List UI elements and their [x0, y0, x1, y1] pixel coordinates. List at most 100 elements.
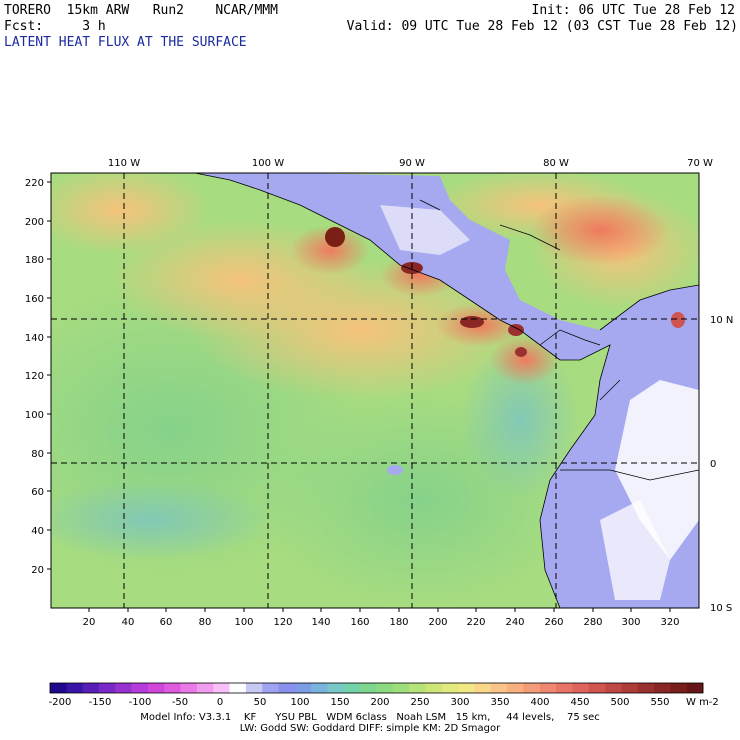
colorbar-label: 100 — [290, 697, 309, 708]
y-tick-label: 80 — [31, 449, 44, 460]
field-title: LATENT HEAT FLUX AT THE SURFACE — [4, 35, 247, 50]
colorbar-swatch — [458, 683, 475, 693]
colorbar-swatch — [409, 683, 426, 693]
y-tick-label: 140 — [25, 333, 44, 344]
model-info-line: Model Info: V3.3.1 KF YSU PBL WDM 6class… — [140, 712, 600, 723]
model-run-label: TORERO 15km ARW Run2 NCAR/MMM — [4, 3, 278, 18]
colorbar-swatch — [490, 683, 508, 693]
colorbar-units: W m-2 — [686, 697, 719, 708]
x-tick-label: 320 — [660, 617, 679, 628]
colorbar-label: 550 — [650, 697, 669, 708]
colorbar-swatch — [686, 683, 704, 693]
colorbar-label: -50 — [172, 697, 188, 708]
x-tick-label: 140 — [311, 617, 330, 628]
y-tick-label: 200 — [25, 217, 44, 228]
x-tick-label: 40 — [122, 617, 135, 628]
colorbar-label: 300 — [450, 697, 469, 708]
lon-label: 110 W — [108, 158, 140, 169]
y-tick-label: 60 — [31, 487, 44, 498]
colorbar-swatch — [507, 683, 524, 693]
colorbar-swatch — [605, 683, 622, 693]
colorbar-label: 500 — [610, 697, 629, 708]
colorbar-swatch — [327, 683, 345, 693]
x-tick-label: 80 — [199, 617, 212, 628]
x-tick-label: 20 — [83, 617, 96, 628]
y-tick-label: 220 — [25, 178, 44, 189]
colorbar-swatch — [360, 683, 377, 693]
colorbar-label: 400 — [530, 697, 549, 708]
x-tick-label: 240 — [505, 617, 524, 628]
colorbar-label: 0 — [217, 697, 223, 708]
colorbar-label: -200 — [49, 697, 72, 708]
field-shading — [51, 173, 699, 608]
colorbar-swatch — [441, 683, 459, 693]
x-tick-label: 260 — [544, 617, 563, 628]
y-tick-label: 120 — [25, 371, 44, 382]
colorbar-swatch — [82, 683, 100, 693]
valid-time-label: Valid: 09 UTC Tue 28 Feb 12 (03 CST Tue … — [346, 19, 738, 34]
colorbar-swatch — [637, 683, 655, 693]
colorbar-swatch — [311, 683, 328, 693]
lat-label: 10 N — [710, 315, 733, 326]
x-tick-label: 180 — [389, 617, 408, 628]
colorbar-swatch — [164, 683, 181, 693]
colorbar-swatch — [262, 683, 279, 693]
colorbar-label: 200 — [370, 697, 389, 708]
colorbar-swatch — [229, 683, 247, 693]
colorbar-swatch — [180, 683, 198, 693]
colorbar-label: 150 — [330, 697, 349, 708]
x-tick-label: 300 — [621, 617, 640, 628]
lat-label: 10 S — [710, 603, 732, 614]
colorbar-swatch — [50, 683, 67, 693]
lat-lon-grid — [51, 173, 699, 608]
colorbar-swatch — [654, 683, 671, 693]
colorbar-swatch — [425, 683, 443, 693]
colorbar-swatch — [376, 683, 394, 693]
colorbar-label: 350 — [490, 697, 509, 708]
colorbar-frame — [49, 682, 704, 694]
colorbar-swatch — [245, 683, 263, 693]
y-tick-label: 160 — [25, 294, 44, 305]
colorbar-swatch — [670, 683, 687, 693]
x-tick-label: 220 — [466, 617, 485, 628]
x-tick-label: 120 — [273, 617, 292, 628]
colorbar-label: 250 — [410, 697, 429, 708]
colorbar-label: -150 — [89, 697, 112, 708]
colorbar-swatch — [115, 683, 132, 693]
colorbar-swatch — [523, 683, 541, 693]
y-tick-label: 100 — [25, 410, 44, 421]
colorbar-swatch — [294, 683, 312, 693]
colorbar-swatch — [147, 683, 165, 693]
colorbar-swatch — [539, 683, 557, 693]
x-tick-label: 100 — [234, 617, 253, 628]
lon-label: 80 W — [543, 158, 569, 169]
lon-label: 90 W — [399, 158, 425, 169]
lon-label: 70 W — [687, 158, 713, 169]
colorbar-label: -100 — [129, 697, 152, 708]
y-tick-label: 180 — [25, 255, 44, 266]
y-tick-label: 20 — [31, 565, 44, 576]
colorbar-swatch — [392, 683, 410, 693]
x-tick-label: 60 — [160, 617, 173, 628]
colorbar-label: 50 — [254, 697, 267, 708]
colorbar-swatch — [131, 683, 149, 693]
y-tick-label: 40 — [31, 526, 44, 537]
init-time-label: Init: 06 UTC Tue 28 Feb 12 — [531, 3, 736, 18]
colorbar-swatch — [98, 683, 116, 693]
colorbar-swatch — [556, 683, 573, 693]
x-tick-label: 160 — [350, 617, 369, 628]
forecast-hour-label: Fcst: 3 h — [4, 19, 106, 34]
colorbar-swatch — [588, 683, 606, 693]
colorbar-swatch — [278, 683, 296, 693]
colorbar — [49, 682, 704, 694]
lat-label: 0 — [710, 459, 716, 470]
x-tick-label: 280 — [583, 617, 602, 628]
colorbar-swatch — [621, 683, 639, 693]
colorbar-swatch — [572, 683, 590, 693]
colorbar-swatch — [66, 683, 83, 693]
colorbar-swatch — [474, 683, 492, 693]
lon-label: 100 W — [252, 158, 284, 169]
x-tick-label: 200 — [428, 617, 447, 628]
physics-info-line: LW: Godd SW: Goddard DIFF: simple KM: 2D… — [239, 723, 501, 734]
